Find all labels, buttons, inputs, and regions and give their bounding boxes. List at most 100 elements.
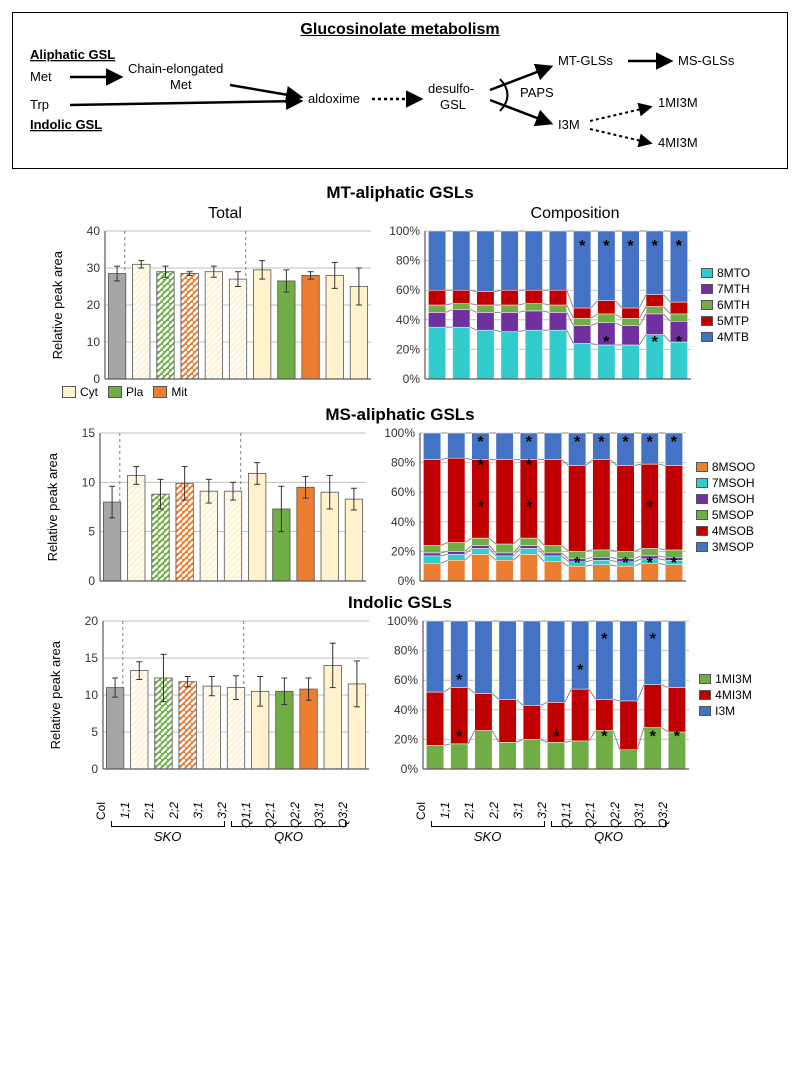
bar <box>253 270 270 379</box>
svg-text:Chain-elongated: Chain-elongated <box>128 61 223 76</box>
svg-text:*: * <box>574 434 581 451</box>
total-chart: 051015 <box>62 427 372 587</box>
stack-seg <box>592 550 609 557</box>
svg-text:Met: Met <box>30 69 52 84</box>
panel-title: MT-aliphatic GSLs <box>12 183 788 203</box>
stack-seg <box>472 545 489 548</box>
stack-seg <box>447 543 464 552</box>
stack-seg <box>447 458 464 542</box>
stack-seg <box>423 563 440 581</box>
compartment-legend: Cyt Pla Mit <box>62 385 788 399</box>
legend-label: 6MTH <box>717 298 750 312</box>
stack-seg <box>523 739 540 769</box>
svg-text:*: * <box>650 728 657 745</box>
series-legend: 8MTO 7MTH 6MTH 5MTP 4MTB <box>701 266 750 344</box>
svg-text:80%: 80% <box>394 644 418 658</box>
svg-text:4MI3M: 4MI3M <box>658 135 698 150</box>
svg-text:100%: 100% <box>387 615 418 628</box>
stack-seg <box>427 692 444 745</box>
stack-seg <box>592 565 609 581</box>
svg-text:80%: 80% <box>391 456 415 470</box>
legend-label: 7MSOH <box>712 476 755 490</box>
bar <box>248 473 265 581</box>
svg-text:*: * <box>598 434 605 451</box>
svg-text:*: * <box>671 555 678 572</box>
stack-seg <box>477 231 494 292</box>
stack-seg <box>592 460 609 550</box>
stack-seg <box>547 742 564 769</box>
svg-text:*: * <box>674 728 681 745</box>
svg-text:5: 5 <box>91 725 98 739</box>
bar <box>300 689 317 769</box>
svg-text:*: * <box>601 631 608 648</box>
total-chart: 05101520 <box>65 615 375 775</box>
stack-seg <box>549 290 566 305</box>
legend-label: 8MTO <box>717 266 750 280</box>
stack-seg <box>496 556 513 560</box>
svg-text:40%: 40% <box>396 313 420 327</box>
stack-seg <box>525 231 542 290</box>
panel-title: MS-aliphatic GSLs <box>12 405 788 425</box>
bar <box>181 274 198 379</box>
stack-seg <box>646 295 663 307</box>
x-axis-left: Col1;12;12;23;13;2Q1;1Q2;1Q2;2Q3;1Q3;2SK… <box>45 777 355 847</box>
svg-text:*: * <box>646 499 653 516</box>
stack-seg <box>592 560 609 564</box>
stack-seg <box>428 231 445 290</box>
svg-text:*: * <box>574 555 581 572</box>
svg-text:*: * <box>603 334 610 351</box>
bar <box>203 686 220 769</box>
svg-text:*: * <box>622 555 629 572</box>
stack-seg <box>453 327 470 379</box>
stack-seg <box>496 433 513 460</box>
stack-seg <box>622 308 639 318</box>
svg-text:Indolic GSL: Indolic GSL <box>30 117 102 132</box>
stack-seg <box>447 560 464 581</box>
svg-text:60%: 60% <box>396 283 420 297</box>
svg-text:*: * <box>646 555 653 572</box>
svg-text:60%: 60% <box>391 485 415 499</box>
svg-text:*: * <box>456 728 463 745</box>
bar <box>302 275 319 379</box>
legend-item: 7MSOH <box>696 476 755 490</box>
col-header-total: Total <box>70 205 380 223</box>
legend-label: 7MTH <box>717 282 750 296</box>
stack-seg <box>428 327 445 379</box>
svg-text:*: * <box>650 631 657 648</box>
stack-seg <box>644 685 661 728</box>
stack-seg <box>423 433 440 460</box>
bar <box>107 688 124 769</box>
stack-seg <box>665 466 682 550</box>
stack-seg <box>622 345 639 379</box>
svg-text:*: * <box>526 434 533 451</box>
legend-item: Pla <box>108 385 143 399</box>
legend-item: 5MTP <box>701 314 750 328</box>
stack-seg <box>668 688 685 732</box>
svg-text:0%: 0% <box>403 372 421 385</box>
svg-text:0: 0 <box>88 574 95 587</box>
stack-seg <box>646 314 663 335</box>
svg-text:20%: 20% <box>391 544 415 558</box>
svg-text:20%: 20% <box>394 732 418 746</box>
stack-seg <box>428 312 445 327</box>
stack-seg <box>477 330 494 379</box>
stack-seg <box>573 308 590 318</box>
stack-seg <box>453 231 470 290</box>
stack-seg <box>428 290 445 305</box>
stack-seg <box>544 562 561 581</box>
stack-seg <box>573 326 590 344</box>
svg-text:*: * <box>671 434 678 451</box>
stack-seg <box>549 330 566 379</box>
legend-item: Mit <box>153 385 187 399</box>
stack-seg <box>620 701 637 750</box>
stack-seg <box>428 305 445 312</box>
stack-seg <box>622 318 639 325</box>
svg-text:0%: 0% <box>397 574 415 587</box>
svg-text:40%: 40% <box>394 703 418 717</box>
stack-seg <box>499 699 516 742</box>
legend-item: Cyt <box>62 385 98 399</box>
stack-seg <box>501 312 518 331</box>
legend-item: I3M <box>699 704 752 718</box>
svg-text:Met: Met <box>170 77 192 92</box>
svg-text:80%: 80% <box>396 254 420 268</box>
